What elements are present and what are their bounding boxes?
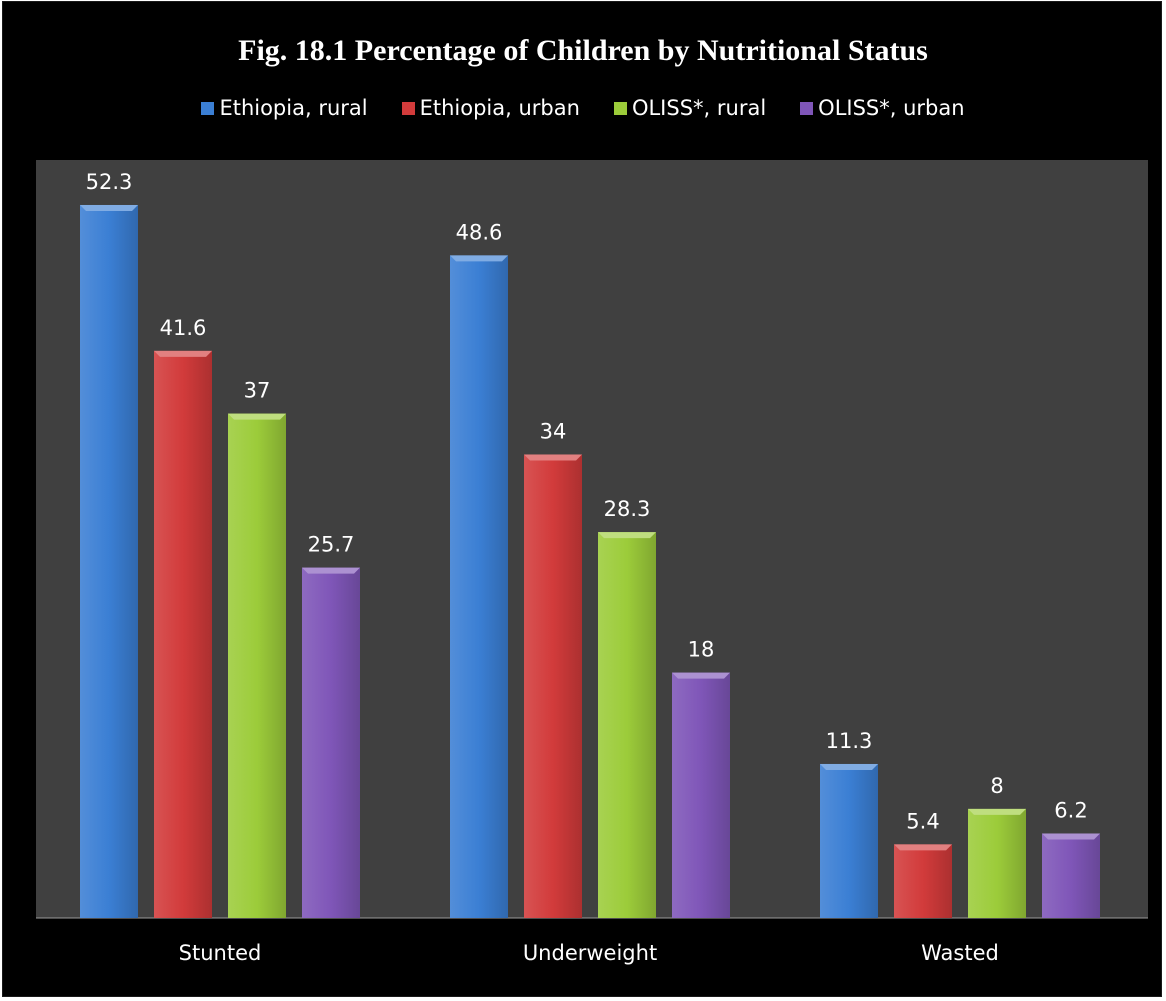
category-label-underweight: Underweight (523, 941, 657, 965)
bar-wasted-oliss-rural (968, 808, 1026, 918)
bar-underweight-oliss-urban (672, 672, 730, 918)
bar-cap-stunted-ethiopia-urban (154, 350, 212, 357)
bar-cap-underweight-oliss-urban (672, 672, 730, 679)
bar-wasted-oliss-urban (1042, 833, 1100, 918)
data-label-stunted-oliss-urban: 25.7 (308, 533, 355, 557)
data-label-stunted-ethiopia-urban: 41.6 (160, 316, 207, 340)
data-label-wasted-ethiopia-rural: 11.3 (826, 729, 873, 753)
bar-cap-stunted-ethiopia-rural (80, 204, 138, 211)
bar-underweight-ethiopia-urban (524, 454, 582, 918)
legend-item-oliss-urban: OLISS*, urban (800, 96, 965, 120)
bar-stunted-oliss-rural (228, 413, 286, 918)
bar-cap-stunted-oliss-urban (302, 567, 360, 574)
data-label-stunted-oliss-rural: 37 (244, 379, 271, 403)
data-label-underweight-oliss-urban: 18 (688, 638, 715, 662)
bar-cap-underweight-ethiopia-rural (450, 255, 508, 262)
data-label-underweight-ethiopia-rural: 48.6 (456, 220, 503, 244)
bar-underweight-oliss-rural (598, 532, 656, 918)
bar-cap-wasted-ethiopia-urban (894, 844, 952, 851)
bar-stunted-ethiopia-urban (154, 350, 212, 918)
bar-wasted-ethiopia-rural (820, 763, 878, 918)
bar-cap-wasted-ethiopia-rural (820, 763, 878, 770)
category-label-stunted: Stunted (179, 941, 262, 965)
bar-cap-underweight-ethiopia-urban (524, 454, 582, 461)
category-label-wasted: Wasted (921, 941, 999, 965)
bar-cap-stunted-oliss-rural (228, 413, 286, 420)
data-label-wasted-oliss-rural: 8 (990, 774, 1003, 798)
data-label-wasted-ethiopia-urban: 5.4 (906, 809, 939, 833)
bar-stunted-ethiopia-rural (80, 204, 138, 918)
chart-title: Fig. 18.1 Percentage of Children by Nutr… (238, 34, 928, 67)
legend-item-ethiopia-rural: Ethiopia, rural (201, 96, 368, 120)
legend: Ethiopia, rural Ethiopia, urban OLISS*, … (0, 96, 1166, 120)
legend-label-ethiopia-urban: Ethiopia, urban (419, 96, 580, 120)
plot-area (36, 160, 1148, 918)
legend-label-oliss-urban: OLISS*, urban (818, 96, 965, 120)
data-label-wasted-oliss-urban: 6.2 (1054, 798, 1087, 822)
legend-item-oliss-rural: OLISS*, rural (613, 96, 767, 120)
bar-underweight-ethiopia-rural (450, 255, 508, 919)
bar-cap-underweight-oliss-rural (598, 532, 656, 539)
legend-swatch-ethiopia-rural (201, 101, 215, 115)
bar-wasted-ethiopia-urban (894, 844, 952, 918)
bar-cap-wasted-oliss-rural (968, 808, 1026, 815)
bar-cap-wasted-oliss-urban (1042, 833, 1100, 840)
legend-item-ethiopia-urban: Ethiopia, urban (401, 96, 580, 120)
data-label-underweight-oliss-rural: 28.3 (604, 497, 651, 521)
legend-swatch-ethiopia-urban (401, 101, 415, 115)
bar-stunted-oliss-urban (302, 567, 360, 918)
legend-label-oliss-rural: OLISS*, rural (631, 96, 767, 120)
legend-swatch-oliss-rural (613, 101, 627, 115)
data-label-underweight-ethiopia-urban: 34 (540, 419, 567, 443)
data-label-stunted-ethiopia-rural: 52.3 (86, 170, 133, 194)
legend-swatch-oliss-urban (800, 101, 814, 115)
legend-label-ethiopia-rural: Ethiopia, rural (219, 96, 368, 120)
